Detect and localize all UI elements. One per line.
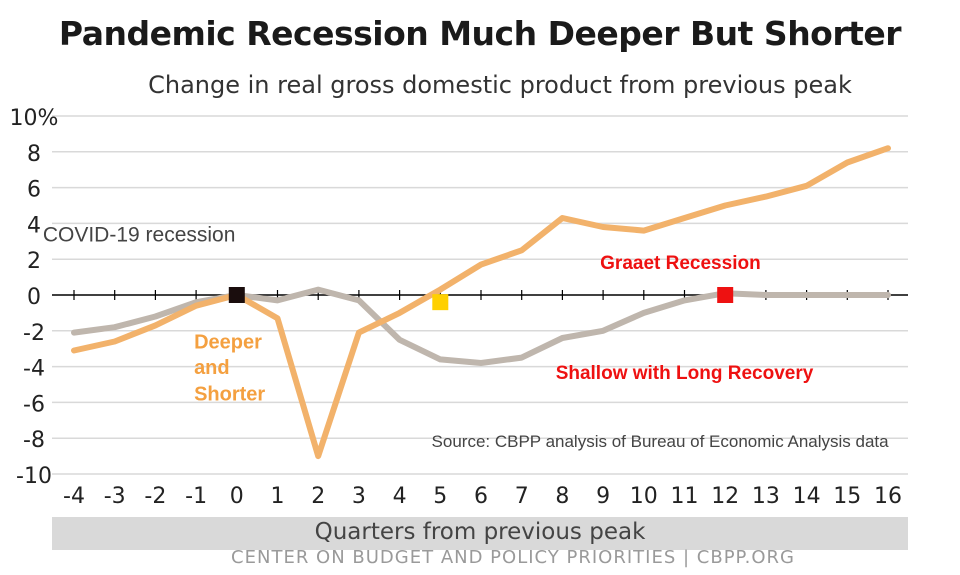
x-tick-label: -3 [104, 484, 126, 509]
x-tick-label: 8 [555, 484, 569, 509]
x-tick-label: 5 [433, 484, 447, 509]
x-tick-label: 14 [793, 484, 821, 509]
y-tick-label: -2 [23, 321, 45, 346]
x-tick-label: 16 [874, 484, 902, 509]
x-tick-label: 9 [596, 484, 610, 509]
square-marker [717, 287, 734, 303]
x-axis-label: Quarters from previous peak [314, 519, 646, 545]
x-tick-label: 3 [352, 484, 366, 509]
x-tick-label: 10 [630, 484, 658, 509]
x-tick-label: 0 [230, 484, 244, 509]
x-tick-label: -1 [185, 484, 207, 509]
chart-subtitle: Change in real gross domestic product fr… [148, 71, 852, 99]
y-tick-label: 4 [27, 213, 41, 238]
x-tick-label: 12 [711, 484, 739, 509]
y-tick-label: 2 [27, 249, 41, 274]
x-tick-label: 15 [833, 484, 861, 509]
square-marker [432, 294, 449, 311]
y-tick-label: 8 [27, 142, 41, 167]
x-tick-label: 4 [393, 484, 407, 509]
chart-title: Pandemic Recession Much Deeper But Short… [58, 14, 902, 53]
y-tick-label: 10% [10, 106, 59, 131]
x-tick-label: 13 [752, 484, 780, 509]
footer-credit: CENTER ON BUDGET AND POLICY PRIORITIES |… [231, 547, 795, 568]
annotation-label: Source: CBPP analysis of Bureau of Econo… [432, 432, 890, 451]
annotation-label: Deeper [194, 332, 262, 354]
y-tick-label: 0 [27, 285, 41, 310]
x-tick-label: 2 [311, 484, 325, 509]
x-tick-label: 1 [271, 484, 285, 509]
x-axis-label-band [52, 517, 908, 550]
y-tick-label: -8 [23, 428, 45, 453]
y-tick-label: -6 [23, 392, 45, 417]
y-tick-label: 6 [27, 178, 41, 203]
y-tick-label: -10 [16, 464, 52, 489]
annotation-label: and [194, 357, 230, 379]
x-tick-label: 11 [671, 484, 699, 509]
y-tick-label: -4 [23, 357, 45, 382]
annotation-label: Shallow with Long Recovery [556, 363, 814, 384]
annotation-label: COVID-19 recession [43, 223, 236, 246]
covid-series-line [71, 145, 891, 460]
square-marker [228, 287, 245, 303]
annotation-label: Graaet Recession [600, 253, 761, 274]
annotation-label: Shorter [194, 384, 265, 406]
x-tick-label: -2 [144, 484, 166, 509]
x-tick-label: 7 [515, 484, 529, 509]
x-tick-label: -4 [63, 484, 85, 509]
x-tick-label: 6 [474, 484, 488, 509]
